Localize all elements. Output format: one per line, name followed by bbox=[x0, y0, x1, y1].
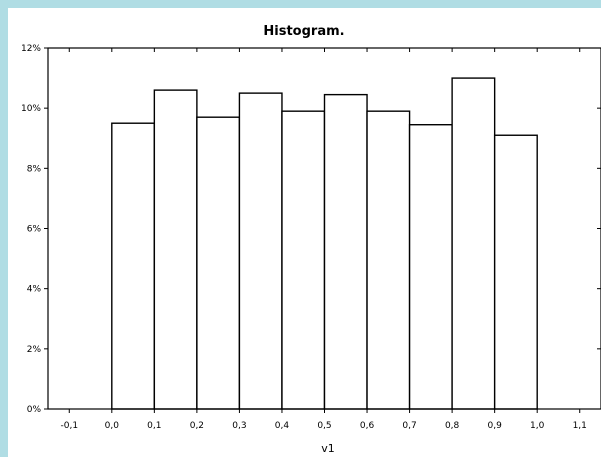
histogram-bar bbox=[408, 124, 453, 410]
x-tick-label: 0,5 bbox=[317, 421, 331, 431]
x-tick-label: 0,1 bbox=[147, 421, 161, 431]
histogram-bar bbox=[323, 93, 368, 410]
x-tick-label: 0,4 bbox=[275, 421, 290, 431]
histogram-bar bbox=[111, 122, 156, 410]
y-tick-label: 8% bbox=[27, 164, 42, 174]
chart-title: Histogram. bbox=[263, 24, 344, 39]
histogram-bar bbox=[451, 77, 496, 410]
histogram-bar bbox=[493, 134, 538, 410]
y-tick-label: 10% bbox=[21, 104, 41, 114]
x-tick-label: -0,1 bbox=[60, 421, 78, 431]
x-tick-label: 1,1 bbox=[573, 421, 587, 431]
histogram-bar bbox=[153, 89, 198, 410]
x-tick-label: 0,0 bbox=[105, 421, 120, 431]
histogram-bar bbox=[238, 92, 283, 410]
y-tick-label: 4% bbox=[27, 285, 42, 295]
histogram-bar bbox=[196, 116, 241, 410]
x-tick-label: 0,2 bbox=[190, 421, 204, 431]
y-tick-label: 0% bbox=[27, 405, 42, 415]
histogram-bar bbox=[281, 110, 326, 410]
y-tick-label: 2% bbox=[27, 345, 42, 355]
x-tick-label: 0,8 bbox=[445, 421, 460, 431]
x-tick-label: 0,9 bbox=[487, 421, 502, 431]
x-tick-label: 1,0 bbox=[530, 421, 545, 431]
histogram-chart: Histogram. 0% 2% 4% 6% 8% 10% 12% -0,1 0,0 0,1 0,2… bbox=[21, 24, 601, 455]
x-tick-label: 0,7 bbox=[402, 421, 416, 431]
y-tick-label: 12% bbox=[21, 44, 41, 54]
ticks-group: 0% 2% 4% 6% 8% 10% 12% -0,1 0,0 0,1 0,2 0,3 0,4 0,5 0,… bbox=[21, 44, 601, 431]
x-axis-label: v1 bbox=[321, 442, 335, 455]
x-tick-label: 0,6 bbox=[360, 421, 375, 431]
chart-frame: Histogram. 0% 2% 4% 6% 8% 10% 12% -0,1 0,0 0,1 0,2… bbox=[8, 8, 601, 457]
histogram-bar bbox=[366, 110, 411, 410]
bars-group bbox=[111, 77, 538, 410]
y-tick-label: 6% bbox=[27, 225, 42, 235]
x-tick-label: 0,3 bbox=[232, 421, 246, 431]
